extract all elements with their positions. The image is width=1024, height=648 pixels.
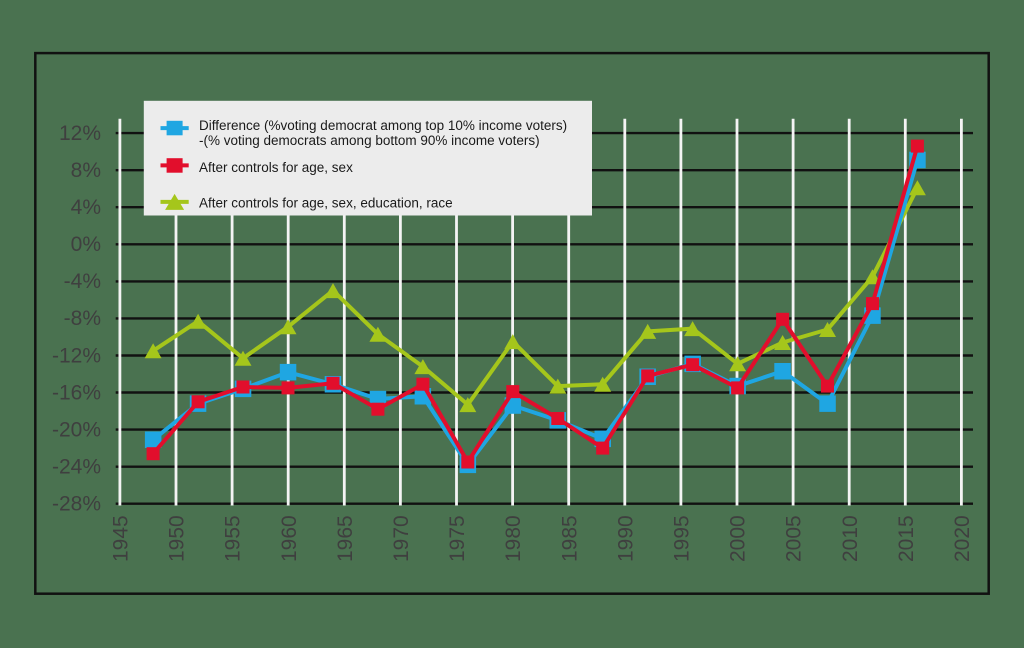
svg-text:2010: 2010 [839, 515, 862, 562]
svg-text:After controls for age, sex, e: After controls for age, sex, education, … [199, 195, 453, 210]
svg-text:-24%: -24% [52, 456, 101, 479]
svg-text:1995: 1995 [671, 515, 694, 562]
svg-text:2000: 2000 [727, 515, 750, 562]
svg-text:2005: 2005 [783, 515, 806, 562]
svg-text:1975: 1975 [446, 515, 469, 562]
svg-text:-20%: -20% [52, 418, 101, 441]
svg-text:2020: 2020 [951, 515, 974, 562]
svg-text:-4%: -4% [64, 270, 101, 293]
svg-text:-16%: -16% [52, 381, 101, 404]
svg-text:-8%: -8% [64, 307, 101, 330]
svg-text:12%: 12% [59, 122, 101, 145]
svg-text:1965: 1965 [334, 515, 357, 562]
svg-text:2015: 2015 [895, 515, 918, 562]
svg-text:0%: 0% [71, 233, 101, 256]
svg-text:Difference (%voting democrat a: Difference (%voting democrat among top 1… [199, 118, 567, 133]
svg-text:1960: 1960 [278, 515, 301, 562]
svg-text:-12%: -12% [52, 344, 101, 367]
svg-text:1945: 1945 [110, 515, 133, 562]
svg-text:After controls for age, sex: After controls for age, sex [199, 160, 353, 175]
svg-text:1985: 1985 [558, 515, 581, 562]
svg-text:1950: 1950 [166, 515, 189, 562]
svg-text:8%: 8% [71, 159, 101, 182]
svg-text:-(% voting democrats among bot: -(% voting democrats among bottom 90% in… [199, 133, 540, 148]
svg-text:4%: 4% [71, 196, 101, 219]
svg-text:-28%: -28% [52, 493, 101, 516]
svg-text:1955: 1955 [222, 515, 245, 562]
svg-text:1990: 1990 [614, 515, 637, 562]
svg-text:1980: 1980 [502, 515, 525, 562]
svg-text:1970: 1970 [390, 515, 413, 562]
